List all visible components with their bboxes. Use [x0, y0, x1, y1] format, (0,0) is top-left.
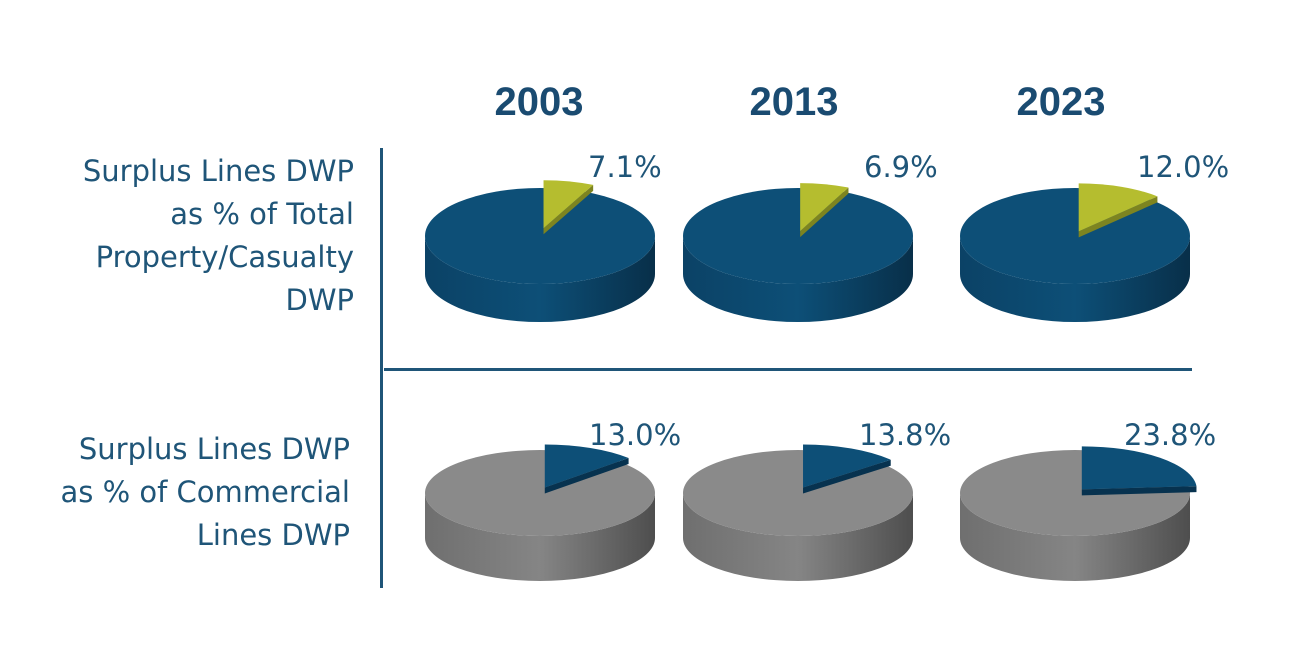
pie-highlight-slice [800, 183, 849, 232]
pie-highlight-edge [1081, 486, 1197, 496]
pie-highlight-slice [803, 444, 891, 488]
pie-side [683, 493, 913, 581]
pie-1-2013 [683, 183, 913, 322]
pie-highlight-edge [544, 458, 629, 494]
pie-highlight-slice [1081, 446, 1197, 490]
pie-2-2003 [425, 444, 655, 581]
horizontal-divider [384, 368, 1192, 371]
pie-highlight-slice [543, 180, 594, 229]
row-label-total-pc: Surplus Lines DWP as % of Total Property… [82, 154, 354, 317]
pie-1-2003 [425, 180, 655, 322]
pie-highlight-edge [800, 187, 849, 238]
pie-base-slice [425, 188, 655, 284]
pie-side [425, 493, 655, 581]
pie-side [425, 236, 655, 322]
pie-2-2023 [960, 446, 1197, 581]
value-label-row1-2013: 6.9% [864, 150, 938, 184]
value-label-row2-2003: 13.0% [589, 418, 682, 452]
value-label-row2-2023: 23.8% [1124, 418, 1217, 452]
pie-side [683, 236, 913, 322]
pie-highlight-slice [1078, 183, 1158, 232]
year-header-2003: 2003 [494, 80, 584, 124]
pie-highlight-edge [803, 459, 891, 494]
value-label-row1-2003: 7.1% [588, 150, 662, 184]
year-header-2013: 2013 [749, 80, 839, 124]
value-label-row1-2023: 12.0% [1137, 150, 1230, 184]
pie-side [960, 236, 1190, 322]
year-header-2023: 2023 [1016, 80, 1106, 124]
pie-highlight-edge [1078, 196, 1158, 238]
pie-base-slice [683, 188, 913, 284]
pie-side [960, 493, 1190, 581]
row-label-commercial: Surplus Lines DWP as % of Commercial Lin… [60, 432, 351, 552]
pie-highlight-slice [544, 444, 629, 488]
pie-highlight-edge [543, 184, 594, 235]
vertical-divider [380, 148, 383, 588]
pie-2-2013 [683, 444, 913, 581]
pie-1-2023 [960, 183, 1190, 322]
value-label-row2-2013: 13.8% [859, 418, 952, 452]
